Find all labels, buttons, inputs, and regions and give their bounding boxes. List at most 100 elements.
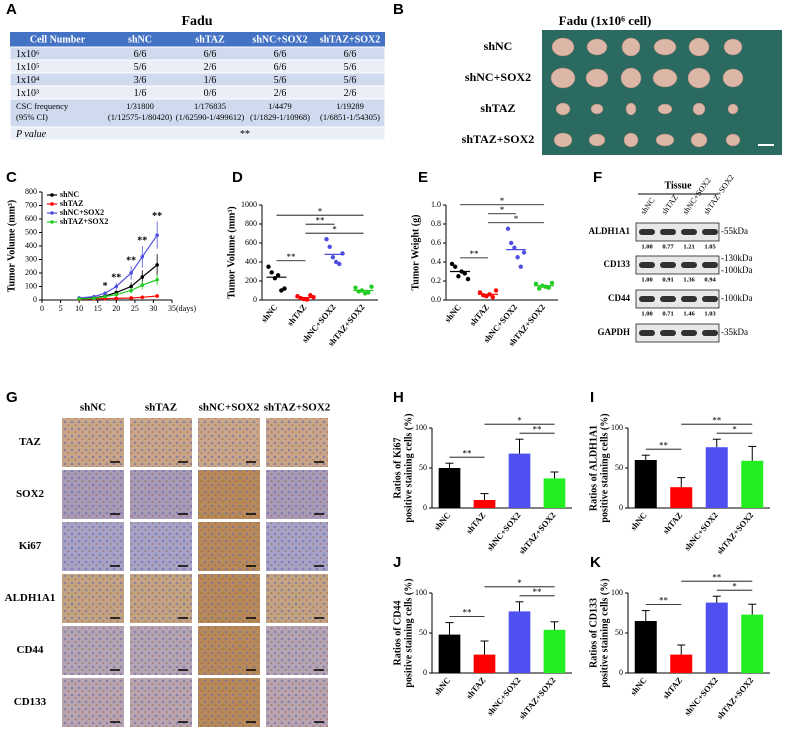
point	[327, 244, 332, 249]
tumor	[690, 132, 708, 148]
ihc-texture	[198, 574, 260, 623]
bar	[741, 614, 764, 673]
significance-label: **	[287, 252, 297, 262]
y-tick-label: 50	[419, 628, 427, 637]
y-tick-label: 100	[415, 423, 427, 432]
point	[477, 290, 483, 295]
bar	[473, 654, 496, 673]
panel-label: I	[590, 389, 594, 406]
significance-label: **	[470, 249, 480, 259]
point	[484, 294, 489, 299]
point	[533, 281, 539, 287]
point	[546, 285, 551, 290]
panel-label: G	[6, 389, 18, 406]
point	[449, 261, 455, 267]
bar	[705, 447, 728, 508]
ihc-row-label: Ki67	[19, 540, 42, 552]
y-axis-label: Ratios of CD133	[588, 598, 599, 668]
table-cell: 1/6	[204, 75, 217, 86]
x-tick-label: shNC	[628, 510, 649, 532]
ratio-label: 1.46	[683, 310, 695, 317]
point	[518, 264, 523, 269]
panel-label: A	[6, 1, 17, 18]
ihc-texture	[130, 470, 192, 519]
point	[462, 271, 467, 276]
panel-label: H	[393, 389, 404, 406]
ihc-row-label: TAZ	[19, 436, 41, 448]
panel-label: D	[232, 169, 243, 186]
point	[505, 226, 511, 231]
x-tick-label: 30	[149, 304, 157, 313]
table-cell: (1/1829-1/10968)	[250, 112, 310, 122]
y-tick-label: 100	[611, 588, 623, 597]
ihc-column-label: shNC	[80, 402, 106, 414]
legend-label: shNC	[60, 190, 79, 199]
table-cell: 0/6	[204, 88, 217, 99]
ihc-texture	[266, 678, 328, 727]
tumor	[585, 68, 609, 88]
point	[330, 255, 336, 260]
point	[266, 264, 271, 269]
point	[140, 283, 145, 287]
band	[681, 229, 697, 235]
ihc-texture	[266, 470, 328, 519]
ihc-texture	[198, 470, 260, 519]
y-axis-label: Tumor Weight (g)	[410, 215, 421, 291]
y-tick-label: 0	[253, 295, 257, 304]
table-cell: 1x10⁵	[16, 62, 40, 73]
legend-label: shNC+SOX2	[60, 208, 104, 217]
photo-row-label: shNC	[484, 39, 513, 53]
ihc-texture	[62, 522, 124, 571]
blot-box	[635, 255, 720, 275]
y-tick-label: 700	[25, 200, 37, 209]
table-cell: 6/6	[274, 62, 287, 73]
x-tick-label: shNC+SOX2	[485, 675, 523, 717]
point	[333, 259, 339, 265]
ratio-label: 0.77	[662, 243, 674, 250]
x-tick-label: shTAZ	[464, 675, 488, 701]
annotation: **	[126, 256, 136, 267]
ratio-label: 1.00	[641, 276, 652, 283]
ratio-label: 1.05	[704, 243, 716, 250]
point	[155, 277, 159, 282]
ihc-texture	[266, 418, 328, 467]
x-tick-label: 0	[40, 304, 44, 313]
y-tick-label: 400	[245, 257, 257, 266]
point	[155, 233, 159, 237]
x-tick-label: shTAZ	[464, 510, 488, 536]
header-cell: shNC+SOX2	[252, 34, 307, 45]
tumor	[551, 37, 575, 57]
x-tick-label: shNC	[259, 302, 280, 324]
lane-label: shTAZ	[660, 193, 680, 216]
table-cell: 1x10⁴	[16, 75, 40, 86]
table-row	[9, 72, 386, 87]
table-row	[9, 59, 386, 74]
table-cell: 5/6	[344, 62, 357, 73]
tumor	[725, 133, 741, 147]
table-cell: 1/176835	[194, 101, 226, 111]
x-tick-label: shTAZ+SOX2	[517, 675, 558, 721]
tumor	[692, 102, 706, 116]
point	[549, 280, 555, 286]
x-tick-label: shTAZ	[285, 302, 309, 328]
blot-box	[635, 289, 720, 309]
panel-label: C	[6, 169, 17, 186]
blot-title: Tissue	[664, 180, 692, 191]
significance-label: **	[463, 608, 473, 618]
table-cell: (95% CI)	[16, 112, 48, 122]
ratio-label: 0.71	[662, 310, 673, 317]
y-tick-label: 50	[419, 463, 427, 472]
table-cell: 5/6	[134, 62, 147, 73]
y-tick-label: 0.4	[431, 257, 441, 266]
y-tick-label: 600	[25, 214, 37, 223]
x-tick-label: shNC	[432, 510, 453, 532]
y-tick-label: 0.6	[431, 238, 441, 247]
significance-label: *	[500, 205, 505, 215]
table-cell: P value	[15, 129, 47, 140]
x-tick-label: shNC	[432, 675, 453, 697]
y-axis-label: positive staining cells (%)	[599, 578, 610, 687]
y-axis-label: positive staining cells (%)	[403, 578, 414, 687]
table-cell: 1x10³	[16, 88, 39, 99]
bar	[705, 602, 728, 673]
